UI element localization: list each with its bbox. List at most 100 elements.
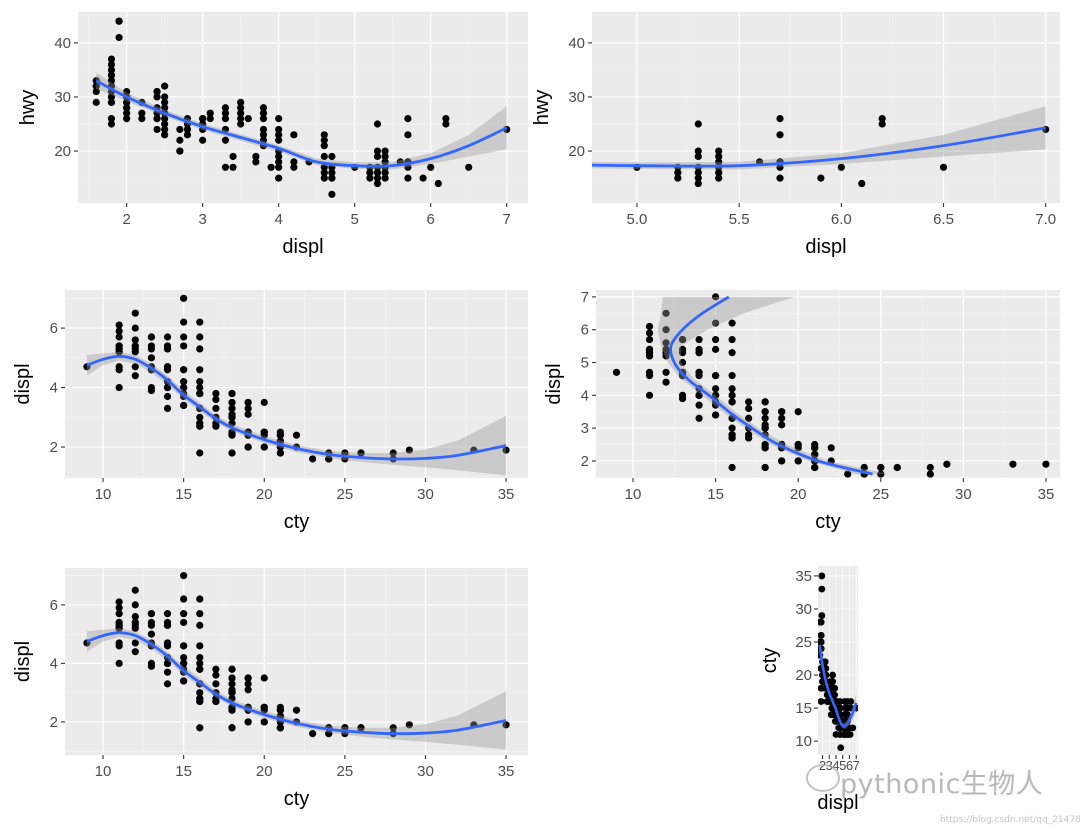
data-point bbox=[115, 327, 123, 335]
data-point bbox=[199, 136, 207, 144]
data-point bbox=[776, 163, 784, 171]
x-axis-title: displ bbox=[817, 792, 858, 814]
data-point bbox=[275, 158, 283, 166]
data-point bbox=[389, 724, 397, 732]
data-point bbox=[1042, 460, 1050, 468]
data-point bbox=[107, 98, 116, 106]
data-point bbox=[878, 114, 886, 123]
y-axis-title: hwy bbox=[17, 90, 39, 126]
data-point bbox=[196, 378, 204, 386]
data-point bbox=[442, 114, 450, 123]
data-point bbox=[196, 724, 204, 732]
data-point bbox=[196, 665, 204, 673]
data-point bbox=[147, 618, 156, 627]
data-point bbox=[836, 698, 844, 705]
data-point bbox=[552, 169, 559, 176]
data-point bbox=[163, 404, 172, 412]
data-point bbox=[196, 642, 204, 650]
x-tick-label: 7.0 bbox=[1035, 211, 1056, 228]
data-point bbox=[221, 114, 230, 123]
smooth-line bbox=[86, 631, 507, 736]
data-point bbox=[196, 345, 204, 353]
data-point bbox=[196, 621, 204, 629]
x-tick-label: 15 bbox=[175, 763, 192, 780]
x-tick-label: 4 bbox=[275, 211, 283, 228]
x-axis-title: displ bbox=[805, 236, 846, 258]
data-point bbox=[147, 610, 156, 618]
x-tick-label: 6 bbox=[846, 758, 853, 773]
x-axis-title: cty bbox=[815, 511, 841, 533]
data-point bbox=[0, 34, 7, 41]
data-point bbox=[115, 17, 123, 25]
y-tick-label: 5 bbox=[581, 355, 589, 372]
data-point bbox=[572, 164, 579, 171]
data-point bbox=[107, 93, 116, 101]
data-point bbox=[939, 163, 948, 171]
data-point bbox=[259, 125, 268, 134]
data-point bbox=[244, 674, 252, 682]
data-point bbox=[221, 163, 230, 171]
data-point bbox=[196, 366, 204, 374]
data-point bbox=[662, 368, 670, 376]
data-point bbox=[196, 595, 204, 603]
data-point bbox=[107, 71, 116, 79]
x-tick-label: 5.0 bbox=[627, 211, 648, 228]
data-point bbox=[818, 618, 825, 626]
data-point bbox=[228, 398, 236, 407]
data-point bbox=[163, 392, 172, 401]
data-point bbox=[161, 125, 169, 134]
data-point bbox=[715, 152, 723, 161]
data-point bbox=[818, 638, 825, 646]
data-point bbox=[829, 678, 837, 686]
y-tick-label: 4 bbox=[581, 387, 589, 404]
data-point bbox=[674, 174, 682, 182]
data-point bbox=[678, 358, 687, 367]
data-point bbox=[196, 449, 204, 457]
data-point bbox=[180, 618, 188, 627]
panel-1: 2 3 4 5 6 7 20 30 40 displ hwy bbox=[17, 12, 528, 258]
data-point bbox=[244, 680, 252, 688]
data-point bbox=[275, 152, 283, 161]
x-axis-title: cty bbox=[284, 511, 310, 533]
data-point bbox=[711, 385, 720, 393]
data-point bbox=[196, 383, 204, 392]
data-point bbox=[237, 109, 245, 117]
smooth-line bbox=[592, 126, 1046, 168]
data-point bbox=[678, 335, 687, 344]
y-tick-label: 6 bbox=[50, 320, 58, 337]
data-point bbox=[0, 18, 7, 25]
data-point bbox=[728, 398, 736, 406]
data-point bbox=[260, 674, 268, 682]
data-point bbox=[381, 147, 389, 155]
data-point bbox=[846, 731, 854, 738]
data-point bbox=[161, 93, 169, 101]
data-point bbox=[196, 689, 204, 697]
data-point bbox=[645, 335, 654, 344]
data-point bbox=[212, 665, 220, 673]
data-point bbox=[107, 77, 116, 85]
data-point bbox=[163, 342, 172, 350]
data-point bbox=[161, 120, 169, 128]
data-point bbox=[260, 703, 268, 711]
data-point bbox=[244, 410, 252, 418]
confidence-band bbox=[86, 628, 507, 750]
data-point bbox=[695, 401, 703, 409]
smooth-line bbox=[818, 645, 858, 728]
data-point bbox=[711, 335, 720, 344]
data-point bbox=[212, 389, 220, 398]
data-point bbox=[107, 55, 116, 63]
data-point bbox=[776, 114, 784, 123]
data-point bbox=[228, 686, 236, 694]
data-point bbox=[381, 152, 389, 161]
data-point bbox=[943, 460, 951, 468]
data-point bbox=[373, 169, 382, 177]
data-point bbox=[695, 345, 703, 353]
data-point bbox=[320, 152, 328, 161]
data-point bbox=[778, 408, 786, 416]
data-point bbox=[745, 404, 753, 413]
y-tick-label: 20 bbox=[54, 143, 71, 160]
data-point bbox=[831, 691, 839, 699]
y-tick-label: 3 bbox=[581, 420, 589, 437]
data-point bbox=[818, 612, 826, 619]
